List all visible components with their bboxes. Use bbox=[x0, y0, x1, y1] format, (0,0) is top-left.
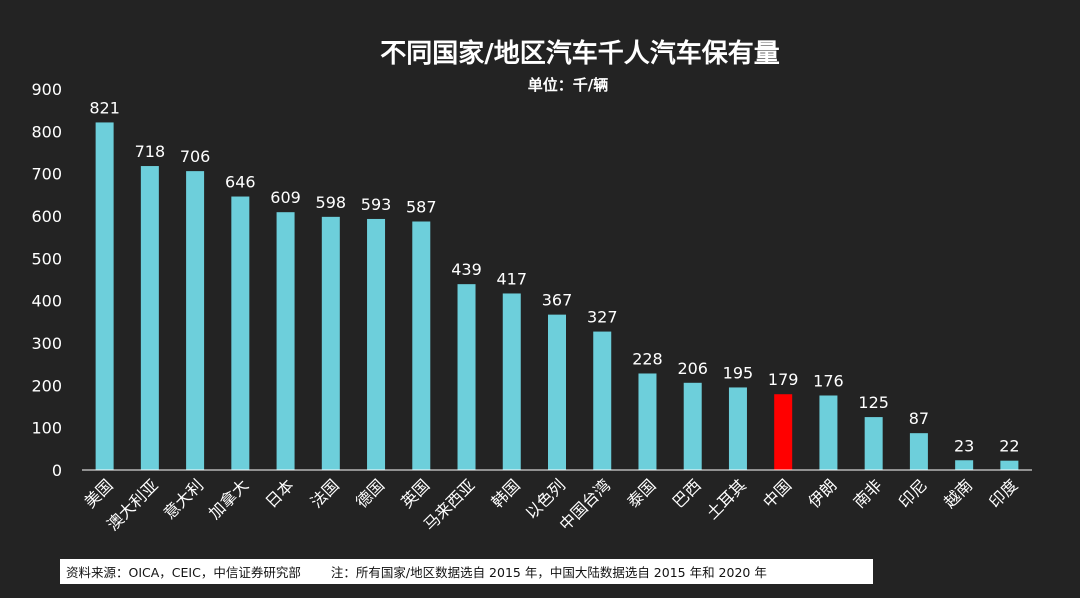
data-label: 821 bbox=[89, 98, 120, 117]
bar bbox=[774, 394, 793, 470]
y-tick-label: 900 bbox=[31, 80, 62, 99]
data-label: 598 bbox=[316, 193, 347, 212]
footer-box: 资料来源：OICA，CEIC，中信证券研究部 注：所有国家/地区数据选自 201… bbox=[60, 559, 873, 584]
note-text: 注：所有国家/地区数据选自 2015 年，中国大陆数据选自 2015 年和 20… bbox=[330, 565, 767, 580]
data-label: 206 bbox=[677, 359, 708, 378]
y-tick-label: 200 bbox=[31, 376, 62, 395]
bar bbox=[502, 293, 521, 470]
bar bbox=[412, 221, 431, 470]
bar bbox=[1000, 460, 1019, 470]
y-tick-label: 800 bbox=[31, 122, 62, 141]
source-text: 资料来源：OICA，CEIC，中信证券研究部 bbox=[66, 565, 301, 580]
y-tick-label: 0 bbox=[52, 461, 62, 480]
y-tick-label: 700 bbox=[31, 165, 62, 184]
y-tick-label: 300 bbox=[31, 334, 62, 353]
bars-group: 821美国718澳大利亚706意大利646加拿大609日本598法国593德国5… bbox=[81, 98, 1022, 534]
x-tick-label: 南非 bbox=[850, 476, 886, 512]
bar bbox=[638, 373, 657, 470]
x-tick-label: 美国 bbox=[81, 476, 117, 512]
bar bbox=[457, 284, 476, 470]
bar bbox=[909, 433, 928, 470]
data-label: 706 bbox=[180, 147, 211, 166]
bar bbox=[864, 417, 883, 470]
data-label: 367 bbox=[542, 291, 573, 310]
data-label: 718 bbox=[135, 142, 166, 161]
x-tick-label: 伊朗 bbox=[804, 476, 840, 512]
data-label: 87 bbox=[909, 409, 929, 428]
bar bbox=[955, 460, 974, 470]
bar bbox=[321, 216, 340, 470]
bar bbox=[683, 382, 702, 470]
y-tick-label: 100 bbox=[31, 419, 62, 438]
data-label: 646 bbox=[225, 173, 256, 192]
x-tick-label: 日本 bbox=[262, 476, 298, 512]
bar bbox=[819, 395, 838, 470]
x-tick-label: 加拿大 bbox=[205, 476, 252, 523]
x-tick-label: 巴西 bbox=[669, 476, 705, 512]
data-label: 609 bbox=[270, 188, 301, 207]
bar bbox=[593, 331, 612, 470]
y-tick-label: 400 bbox=[31, 292, 62, 311]
bar bbox=[140, 166, 159, 470]
bar bbox=[186, 171, 205, 471]
x-tick-label: 印度 bbox=[985, 476, 1021, 512]
bar bbox=[548, 314, 566, 470]
x-tick-label: 土耳其 bbox=[703, 476, 750, 523]
data-label: 228 bbox=[632, 349, 663, 368]
data-label: 23 bbox=[954, 436, 974, 455]
data-label: 439 bbox=[451, 260, 482, 279]
data-label: 327 bbox=[587, 308, 618, 327]
x-tick-label: 韩国 bbox=[488, 476, 524, 512]
bar bbox=[728, 387, 747, 470]
data-label: 593 bbox=[361, 195, 392, 214]
bar bbox=[367, 218, 386, 470]
x-tick-label: 越南 bbox=[940, 476, 976, 512]
data-label: 417 bbox=[496, 269, 527, 288]
data-label: 176 bbox=[813, 371, 844, 390]
y-tick-label: 500 bbox=[31, 249, 62, 268]
bar bbox=[95, 122, 114, 471]
y-axis: 0 100 200 300 400 500 600 700 800 900 bbox=[31, 80, 62, 480]
x-tick-label: 印尼 bbox=[895, 476, 931, 512]
x-tick-label: 中国 bbox=[759, 476, 795, 512]
chart-subtitle: 单位：千/辆 bbox=[528, 76, 608, 94]
x-tick-label: 法国 bbox=[307, 476, 343, 512]
data-label: 22 bbox=[999, 437, 1019, 456]
data-label: 195 bbox=[723, 363, 754, 382]
chart-title: 不同国家/地区汽车千人汽车保有量 bbox=[380, 38, 780, 69]
bar bbox=[231, 196, 250, 470]
x-tick-label: 德国 bbox=[352, 476, 388, 512]
data-label: 587 bbox=[406, 198, 437, 217]
bar bbox=[276, 212, 295, 470]
x-tick-label: 意大利 bbox=[160, 476, 207, 523]
x-tick-label: 泰国 bbox=[623, 476, 659, 512]
x-tick-label: 英国 bbox=[397, 476, 433, 512]
data-label: 125 bbox=[858, 393, 889, 412]
y-tick-label: 600 bbox=[31, 207, 62, 226]
data-label: 179 bbox=[768, 370, 799, 389]
